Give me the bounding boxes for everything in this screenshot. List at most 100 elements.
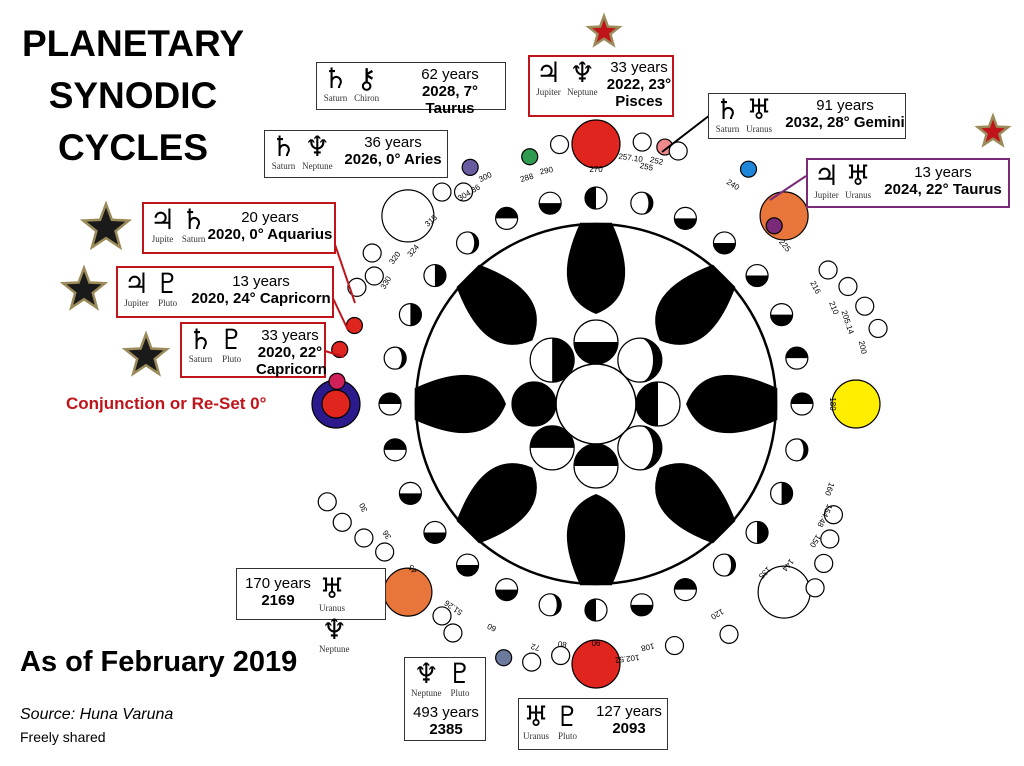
cycle-date: 2022, 23° — [606, 76, 672, 93]
spoke-wedge — [456, 264, 537, 345]
spoke-wedge — [456, 463, 537, 544]
marker-225 — [759, 191, 809, 241]
minor-circle — [362, 243, 382, 263]
phase-dark — [550, 593, 562, 616]
pluto-icon: ♇ Pluto — [555, 700, 581, 742]
spoke-wedge — [566, 494, 626, 586]
ring-phase-group — [378, 186, 814, 622]
phase-dark — [552, 338, 575, 383]
phase-dark — [495, 589, 518, 601]
jupiter-icon: ♃ Jupite — [150, 203, 176, 245]
marker-jupiter-saturn — [345, 316, 364, 335]
cycle-years: 20 years — [241, 209, 299, 226]
chiron-icon: ⚷ Chiron — [354, 62, 380, 104]
phase-dark — [539, 203, 562, 215]
degree-label: 257.10 — [618, 152, 644, 164]
uranus-icon: ♅ Uranus — [319, 572, 345, 614]
minor-circle — [855, 296, 875, 316]
minor-circle — [664, 635, 685, 656]
marker-45 — [383, 567, 433, 617]
degree-label: 90 — [591, 638, 600, 647]
degree-label: 30 — [357, 501, 369, 513]
cycle-box-saturn-pluto: ♄ Saturn ♇ Pluto 33 years 2020, 22° Capricorn — [180, 322, 327, 378]
jupiter-icon: ♃ Jupiter — [536, 56, 562, 98]
minor-circle — [443, 623, 463, 643]
phase-dark — [399, 493, 422, 505]
outer-circle-group — [311, 119, 888, 689]
marker-240 — [739, 160, 758, 178]
star-icon — [79, 200, 133, 251]
as-of-date: As of February 2019 — [20, 646, 298, 678]
minor-circle — [332, 512, 352, 532]
marker-jupiter-uranus — [765, 217, 783, 235]
phase-dark — [495, 207, 518, 219]
cycle-box-jupiter-uranus: ♃ Jupiter ♅ Uranus 13 years 2024, 22° Taurus — [806, 158, 1010, 208]
cycle-date-line2: Capricorn — [256, 361, 327, 378]
marker-300 — [461, 158, 479, 176]
minor-circle — [818, 260, 838, 280]
phase-dark — [791, 393, 813, 404]
phase-dark — [434, 264, 446, 287]
degree-label: 160 — [823, 481, 836, 497]
connector-saturn-uranus — [661, 114, 711, 153]
minor-circle — [347, 277, 367, 297]
connector-jupiter-uranus — [769, 175, 807, 201]
phase-dark — [574, 444, 618, 466]
cycle-box-jupiter-saturn: ♃ Jupite ♄ Saturn 20 years 2020, 0° Aquarius — [142, 202, 336, 254]
phase-dark — [796, 438, 808, 461]
phase-dark — [757, 521, 769, 544]
phase-dark — [467, 231, 479, 254]
phase-dark — [746, 275, 769, 287]
uranus-icon: ♅ Uranus — [845, 159, 872, 201]
cycle-box-jupiter-pluto: ♃ Jupiter ♇ Pluto 13 years 2020, 24° Caprico… — [116, 266, 334, 318]
phase-dark — [530, 425, 575, 448]
star-group — [59, 12, 1012, 377]
title-line-3: CYCLES — [57, 127, 209, 168]
phase-dark — [423, 532, 446, 544]
marker-288 — [521, 148, 539, 166]
degree-label: 210 — [827, 300, 841, 316]
degree-label: 290 — [539, 165, 554, 177]
minor-circle — [522, 652, 542, 672]
cycle-box-saturn-chiron: ♄ Saturn ⚷ Chiron 62 years 2028, 7° Taurus — [316, 62, 506, 117]
cycle-date: 2020, 0° Aquarius — [207, 226, 333, 243]
degree-label: 240 — [725, 177, 742, 192]
phase-dark — [512, 382, 556, 426]
phase-dark — [639, 338, 662, 383]
degree-label: 216 — [808, 279, 822, 295]
phase-dark — [724, 554, 736, 577]
minor-circle — [814, 553, 834, 574]
phase-dark — [384, 438, 407, 450]
neptune-icon: ♆ Neptune — [411, 657, 442, 699]
phase-dark — [674, 578, 697, 590]
minor-circle — [549, 134, 570, 155]
spoke-wedge — [414, 374, 506, 434]
degree-label: 288 — [519, 171, 535, 184]
minor-circle — [317, 492, 337, 512]
degree-label: 102.52 — [614, 653, 640, 665]
saturn-icon: ♄ Saturn — [271, 130, 297, 172]
marker-conjunction-inner — [321, 389, 351, 419]
minor-circle — [432, 182, 452, 202]
minor-circle — [375, 542, 395, 562]
degree-label: 255 — [639, 161, 654, 173]
degree-label: 36 — [380, 528, 393, 541]
spoke-wedge — [566, 222, 626, 314]
spoke-group — [414, 222, 778, 586]
cycle-years: 36 years — [364, 134, 422, 151]
uranus-icon: ♅ Uranus — [746, 93, 773, 135]
cycle-date: 2028, 7° Taurus — [421, 83, 479, 117]
cycle-years: 62 years — [421, 66, 479, 83]
neptune-icon: ♆ Neptune — [302, 130, 333, 172]
jupiter-icon: ♃ Jupiter — [814, 159, 840, 201]
main-wheel — [414, 222, 778, 586]
phase-dark — [785, 347, 808, 359]
phase-dark — [585, 187, 596, 209]
spoke-wedge — [655, 264, 736, 345]
degree-label: 270 — [589, 165, 603, 174]
marker-69 — [495, 649, 513, 667]
phase-dark — [770, 314, 793, 326]
share-note: Freely shared — [20, 729, 106, 745]
cycle-years: 91 years — [816, 97, 874, 114]
